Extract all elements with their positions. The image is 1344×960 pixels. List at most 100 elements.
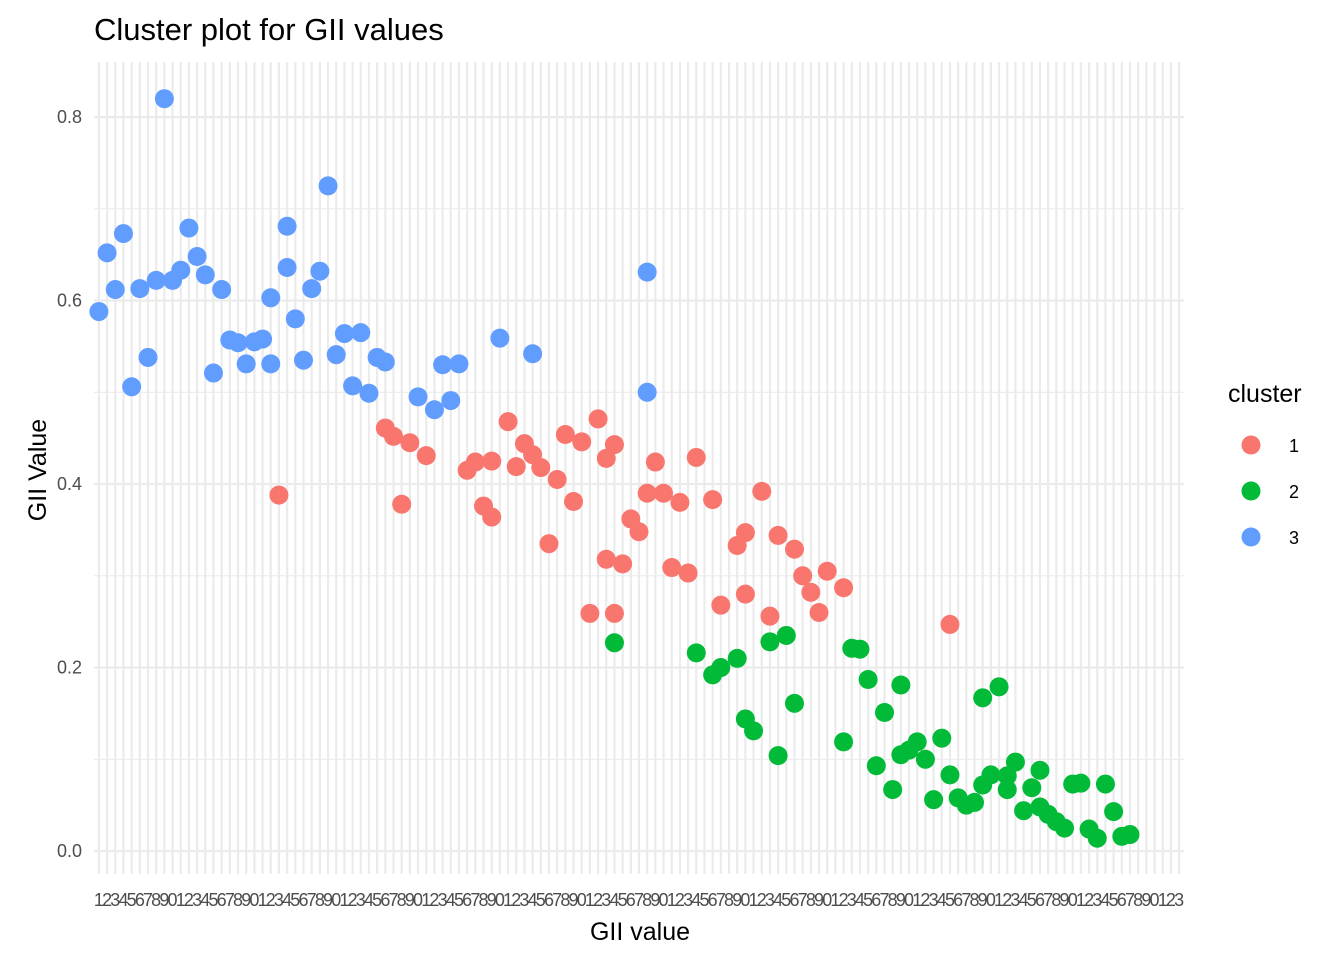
x-tick-label: 3 [683,890,693,910]
data-point-cluster-3 [146,270,166,290]
x-tick-label: 9 [978,890,988,910]
x-tick-label: 4 [528,890,538,910]
x-tick-label: 5 [1027,890,1037,910]
x-tick-label: 0 [495,890,505,910]
data-point-cluster-1 [629,522,649,542]
data-point-cluster-1 [604,435,624,455]
legend-label-1: 1 [1289,436,1299,456]
data-point-cluster-3 [449,354,469,374]
x-tick-label: 4 [200,890,210,910]
x-tick-label: 4 [855,890,865,910]
data-point-cluster-2 [932,728,952,748]
data-point-cluster-1 [580,603,600,623]
data-point-cluster-1 [801,582,821,602]
data-point-cluster-2 [727,648,747,668]
legend-key-1 [1241,435,1261,455]
x-tick-label: 6 [626,890,636,910]
x-tick-label: 6 [217,890,227,910]
x-tick-label: 7 [716,890,726,910]
data-point-cluster-2 [1120,825,1140,845]
data-point-cluster-1 [506,457,526,477]
x-tick-label: 7 [1125,890,1135,910]
data-point-cluster-1 [645,452,665,472]
data-point-cluster-1 [637,483,657,503]
x-tick-label: 0 [822,890,832,910]
x-tick-label: 9 [405,890,415,910]
x-tick-label: 4 [1100,890,1110,910]
x-tick-label: 4 [937,890,947,910]
data-point-cluster-2 [784,693,804,713]
x-tick-label: 7 [879,890,889,910]
data-point-cluster-1 [703,490,723,510]
x-tick-label: 0 [577,890,587,910]
x-tick-label: 2 [593,890,603,910]
data-point-cluster-1 [555,425,575,445]
x-tick-label: 2 [511,890,521,910]
data-point-cluster-3 [310,261,330,281]
data-point-cluster-1 [784,539,804,559]
data-point-cluster-2 [834,732,854,752]
data-point-cluster-3 [228,333,248,353]
x-tick-label: 6 [1035,890,1045,910]
data-point-cluster-2 [744,721,764,741]
x-tick-label: 5 [781,890,791,910]
data-point-cluster-1 [760,606,780,626]
data-point-cluster-3 [253,329,273,349]
x-tick-label: 2 [348,890,358,910]
data-point-cluster-2 [776,625,796,645]
data-point-cluster-3 [441,391,461,411]
x-tick-label: 5 [454,890,464,910]
x-tick-label: 3 [192,890,202,910]
data-point-cluster-2 [1104,802,1124,822]
y-axis-ticks: 0.0 0.2 0.4 0.6 0.8 [57,107,82,861]
x-axis-ticks: 1234567890123456789012345678901234567890… [94,890,1184,910]
x-tick-label: 0 [740,890,750,910]
x-tick-label: 9 [569,890,579,910]
x-tick-label: 3 [765,890,775,910]
data-point-cluster-1 [465,452,485,472]
data-point-cluster-3 [277,216,297,236]
x-tick-label: 1 [830,890,840,910]
x-tick-label: 2 [266,890,276,910]
data-point-cluster-3 [490,328,510,348]
x-tick-label: 7 [798,890,808,910]
data-point-cluster-2 [1095,774,1115,794]
x-tick-label: 7 [388,890,398,910]
data-point-cluster-1 [498,412,518,432]
x-tick-label: 8 [479,890,489,910]
x-tick-label: 9 [487,890,497,910]
data-point-cluster-3 [203,363,223,383]
legend-label-2: 2 [1289,482,1299,502]
x-tick-label: 8 [233,890,243,910]
x-tick-label: 0 [659,890,669,910]
data-point-cluster-3 [277,258,297,278]
data-point-cluster-2 [1022,778,1042,798]
x-tick-label: 8 [888,890,898,910]
data-point-cluster-1 [809,603,829,623]
x-axis-title: GII value [590,918,690,946]
x-tick-label: 3 [110,890,120,910]
x-tick-label: 2 [184,890,194,910]
x-tick-label: 1 [994,890,1004,910]
data-point-cluster-1 [613,554,633,574]
data-point-cluster-2 [940,765,960,785]
x-tick-label: 1 [176,890,186,910]
data-point-cluster-3 [195,265,215,285]
data-point-cluster-3 [261,288,281,308]
x-tick-label: 8 [970,890,980,910]
data-point-cluster-1 [678,563,698,583]
data-point-cluster-2 [858,669,878,689]
data-point-cluster-1 [793,566,813,586]
data-point-cluster-2 [907,732,927,752]
x-tick-label: 0 [249,890,259,910]
x-tick-label: 6 [462,890,472,910]
x-tick-label: 8 [806,890,816,910]
data-point-cluster-3 [97,243,117,263]
x-tick-label: 6 [871,890,881,910]
data-point-cluster-3 [375,352,395,372]
x-tick-label: 8 [151,890,161,910]
x-tick-label: 1 [585,890,595,910]
x-tick-label: 7 [634,890,644,910]
data-point-cluster-1 [654,483,674,503]
data-point-cluster-2 [874,703,894,723]
